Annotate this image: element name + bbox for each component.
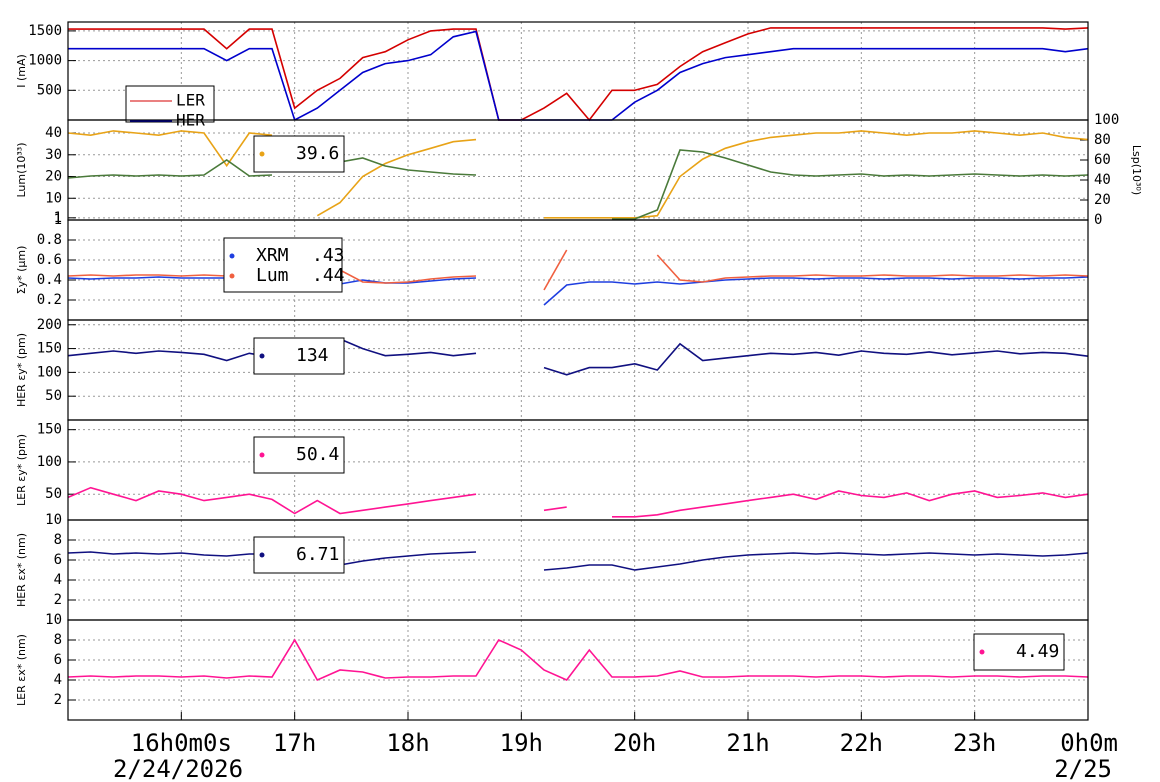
readout-dot [259, 151, 265, 157]
readout-value: .44 [312, 265, 345, 286]
readout-value: 39.6 [296, 143, 339, 164]
plot-frame [67, 119, 1089, 221]
readout-box [973, 633, 1065, 671]
y-tick-label: 0.6 [37, 252, 62, 268]
plot-frame [67, 519, 1089, 621]
y-tick-label: 20 [45, 169, 62, 185]
y-axis-label: HER εx* (nm) [15, 533, 28, 607]
date-label: 2/25 [1054, 755, 1112, 782]
y2-tick-label: 0 [1094, 212, 1102, 228]
series-line [67, 130, 1089, 219]
y-tick-label: 50 [45, 388, 62, 404]
y-tick-label: 1 [54, 212, 62, 228]
y-tick-label: 30 [45, 147, 62, 163]
y-tick-label: 150 [37, 422, 62, 438]
y-tick-label: 0.2 [37, 292, 62, 308]
y-tick-label: 2 [54, 592, 62, 608]
readout-dot [229, 273, 235, 279]
y-tick-label: 0.8 [37, 232, 62, 248]
series-line [67, 486, 1089, 518]
y-tick-label: 100 [37, 364, 62, 380]
series-line [67, 276, 1089, 306]
plot-frame [67, 619, 1089, 721]
x-tick-label: 17h [273, 729, 316, 757]
y-tick-label: 2 [54, 692, 62, 708]
readout-dot [229, 253, 235, 259]
series-line [67, 338, 1089, 376]
y2-tick-label: 40 [1094, 172, 1111, 188]
readout-value: 4.49 [1016, 641, 1059, 662]
y-tick-label: 10 [45, 190, 62, 206]
plot-frame [67, 419, 1089, 521]
y-tick-label: 0.4 [37, 272, 62, 288]
y-tick-label: 8 [54, 632, 62, 648]
y2-tick-label: 80 [1094, 132, 1111, 148]
y-axis-label: LER εx* (nm) [15, 634, 28, 706]
y-tick-label: 200 [37, 317, 62, 333]
readout-value: .43 [312, 245, 345, 266]
legend-label: XRM [256, 245, 289, 266]
y-tick-label: 40 [45, 125, 62, 141]
readout-dot [259, 353, 265, 359]
y2-tick-label: 20 [1094, 192, 1111, 208]
readout-box [253, 436, 345, 474]
series-line [67, 551, 1089, 571]
readout-box [253, 337, 345, 375]
readout-dot [259, 552, 265, 558]
x-tick-label: 0h0m [1060, 729, 1118, 757]
series-line [67, 149, 1089, 220]
readout-value: 50.4 [296, 444, 339, 465]
readout-box [253, 135, 345, 173]
y-axis-label: I (mA) [15, 54, 28, 88]
y-axis-label: LER εy* (pm) [15, 434, 28, 506]
y-tick-label: 150 [37, 341, 62, 357]
x-tick-label: 16h0m0s [131, 729, 232, 757]
series-line [68, 27, 1089, 122]
y-tick-label: 50 [45, 486, 62, 502]
y-tick-label: 500 [37, 82, 62, 98]
x-tick-label: 19h [500, 729, 543, 757]
y-tick-label: 8 [54, 532, 62, 548]
y-tick-label: 1000 [28, 53, 62, 69]
series-line [67, 638, 1089, 682]
y-tick-label: 100 [37, 454, 62, 470]
plot-frame [67, 21, 1089, 121]
legend-box [125, 85, 215, 123]
y-tick-label: 4 [54, 672, 62, 688]
x-tick-label: 23h [953, 729, 996, 757]
date-label: 2/24/2026 [113, 755, 243, 782]
y2-tick-label: 60 [1094, 152, 1111, 168]
y-tick-label: 1 [54, 210, 62, 226]
readout-dot [979, 649, 985, 655]
plot-frame [67, 319, 1089, 421]
x-tick-label: 22h [840, 729, 883, 757]
y-axis-label: Lum(10³³) [15, 142, 28, 197]
readout-box [253, 536, 345, 574]
y-tick-label: 6 [54, 652, 62, 668]
y2-axis-label: Lsp(10³⁰) [1130, 145, 1143, 195]
y-tick-label: 6 [54, 552, 62, 568]
plot-frame [67, 219, 1089, 321]
legend-label: LER [176, 91, 205, 110]
x-tick-label: 18h [386, 729, 429, 757]
y-tick-label: 1500 [28, 23, 62, 39]
y-axis-label: HER εy* (pm) [15, 333, 28, 407]
readout-dot [259, 452, 265, 458]
x-tick-label: 21h [726, 729, 769, 757]
y-tick-label: 4 [54, 572, 62, 588]
legend-label: Lum [256, 265, 289, 286]
readout-value: 6.71 [296, 544, 339, 565]
x-tick-label: 20h [613, 729, 656, 757]
readout-value: 134 [296, 345, 329, 366]
y-tick-label: 10 [45, 612, 62, 628]
y-tick-label: 10 [45, 512, 62, 528]
readout-box [223, 237, 343, 293]
y2-tick-label: 100 [1094, 112, 1119, 128]
y-axis-label: Σy* (μm) [15, 246, 28, 295]
